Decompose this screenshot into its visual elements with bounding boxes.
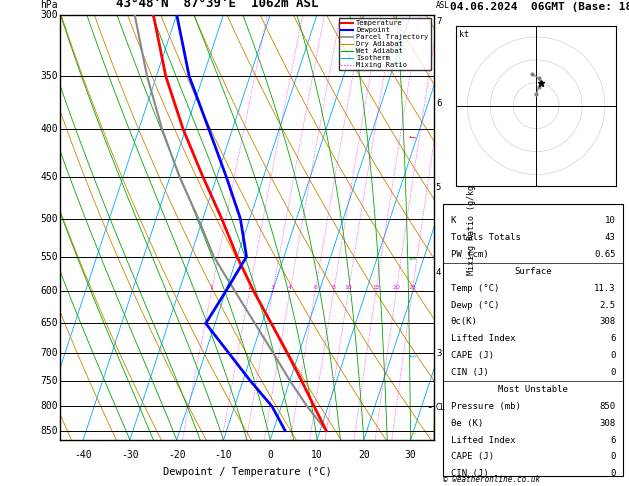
Text: 0: 0 (610, 351, 616, 360)
Text: 300: 300 (40, 10, 58, 19)
Text: 350: 350 (40, 71, 58, 81)
Text: 0: 0 (267, 451, 273, 460)
Text: 6: 6 (610, 435, 616, 445)
Text: Mixing Ratio (g/kg): Mixing Ratio (g/kg) (467, 180, 476, 275)
Text: 0: 0 (610, 452, 616, 461)
Text: 500: 500 (40, 214, 58, 224)
Text: -20: -20 (168, 451, 186, 460)
Text: 11.3: 11.3 (594, 284, 616, 293)
Text: 43°48'N  87°39'E  1062m ASL: 43°48'N 87°39'E 1062m ASL (116, 0, 318, 10)
Legend: Temperature, Dewpoint, Parcel Trajectory, Dry Adiabat, Wet Adiabat, Isotherm, Mi: Temperature, Dewpoint, Parcel Trajectory… (339, 18, 430, 70)
Text: 0: 0 (610, 368, 616, 377)
Text: CL: CL (436, 403, 445, 412)
Text: Totals Totals: Totals Totals (450, 233, 520, 242)
Text: 3: 3 (436, 349, 442, 358)
Text: K: K (450, 216, 456, 225)
Text: -40: -40 (74, 451, 92, 460)
Text: km
ASL: km ASL (436, 0, 450, 10)
Text: Dewpoint / Temperature (°C): Dewpoint / Temperature (°C) (162, 468, 331, 477)
Text: 20: 20 (358, 451, 370, 460)
Text: Most Unstable: Most Unstable (498, 385, 568, 394)
Text: 0.65: 0.65 (594, 250, 616, 259)
Text: hPa: hPa (40, 0, 58, 10)
Text: θc(K): θc(K) (450, 317, 477, 327)
Text: 04.06.2024  06GMT (Base: 18): 04.06.2024 06GMT (Base: 18) (450, 2, 629, 12)
Text: PW (cm): PW (cm) (450, 250, 488, 259)
Text: CAPE (J): CAPE (J) (450, 452, 494, 461)
Text: 4: 4 (436, 268, 442, 277)
Text: 6: 6 (436, 99, 442, 108)
Text: 43: 43 (605, 233, 616, 242)
Text: 600: 600 (40, 286, 58, 296)
Text: 10: 10 (605, 216, 616, 225)
Text: 30: 30 (404, 451, 416, 460)
Text: kt: kt (459, 30, 469, 39)
Text: 6: 6 (313, 285, 317, 290)
Text: 15: 15 (372, 285, 380, 290)
Text: 10: 10 (345, 285, 352, 290)
Text: 450: 450 (40, 172, 58, 182)
Text: 750: 750 (40, 376, 58, 385)
Text: 4: 4 (288, 285, 292, 290)
Text: CIN (J): CIN (J) (450, 368, 488, 377)
Text: θe (K): θe (K) (450, 419, 483, 428)
Text: CAPE (J): CAPE (J) (450, 351, 494, 360)
Text: Surface: Surface (515, 267, 552, 276)
Text: 6: 6 (610, 334, 616, 343)
Text: 7: 7 (436, 17, 442, 26)
Text: 2: 2 (247, 285, 251, 290)
Text: 25: 25 (408, 285, 416, 290)
Text: 3: 3 (270, 285, 275, 290)
Text: 5: 5 (436, 183, 442, 191)
Text: © weatheronline.co.uk: © weatheronline.co.uk (443, 474, 540, 484)
Text: 308: 308 (599, 419, 616, 428)
Text: CIN (J): CIN (J) (450, 469, 488, 478)
Text: 308: 308 (599, 317, 616, 327)
Text: 850: 850 (40, 426, 58, 435)
Text: 800: 800 (40, 401, 58, 411)
Text: 550: 550 (40, 252, 58, 261)
Text: 0: 0 (610, 469, 616, 478)
Text: 2.5: 2.5 (599, 301, 616, 310)
Text: Temp (°C): Temp (°C) (450, 284, 499, 293)
Text: -30: -30 (121, 451, 139, 460)
Text: Pressure (mb): Pressure (mb) (450, 402, 520, 411)
Text: 1: 1 (209, 285, 213, 290)
Text: 700: 700 (40, 348, 58, 358)
Text: $\checkmark$: $\checkmark$ (406, 426, 418, 439)
Text: 850: 850 (599, 402, 616, 411)
Text: -10: -10 (214, 451, 232, 460)
Text: 20: 20 (392, 285, 400, 290)
Text: 10: 10 (311, 451, 323, 460)
Text: Lifted Index: Lifted Index (450, 435, 515, 445)
Text: $\checkmark$: $\checkmark$ (406, 251, 418, 264)
Text: Dewp (°C): Dewp (°C) (450, 301, 499, 310)
Text: $\checkmark$: $\checkmark$ (406, 130, 418, 142)
Text: Lifted Index: Lifted Index (450, 334, 515, 343)
Text: $\checkmark$: $\checkmark$ (406, 348, 418, 361)
Text: 400: 400 (40, 124, 58, 135)
Text: 650: 650 (40, 318, 58, 329)
Text: 8: 8 (331, 285, 336, 290)
